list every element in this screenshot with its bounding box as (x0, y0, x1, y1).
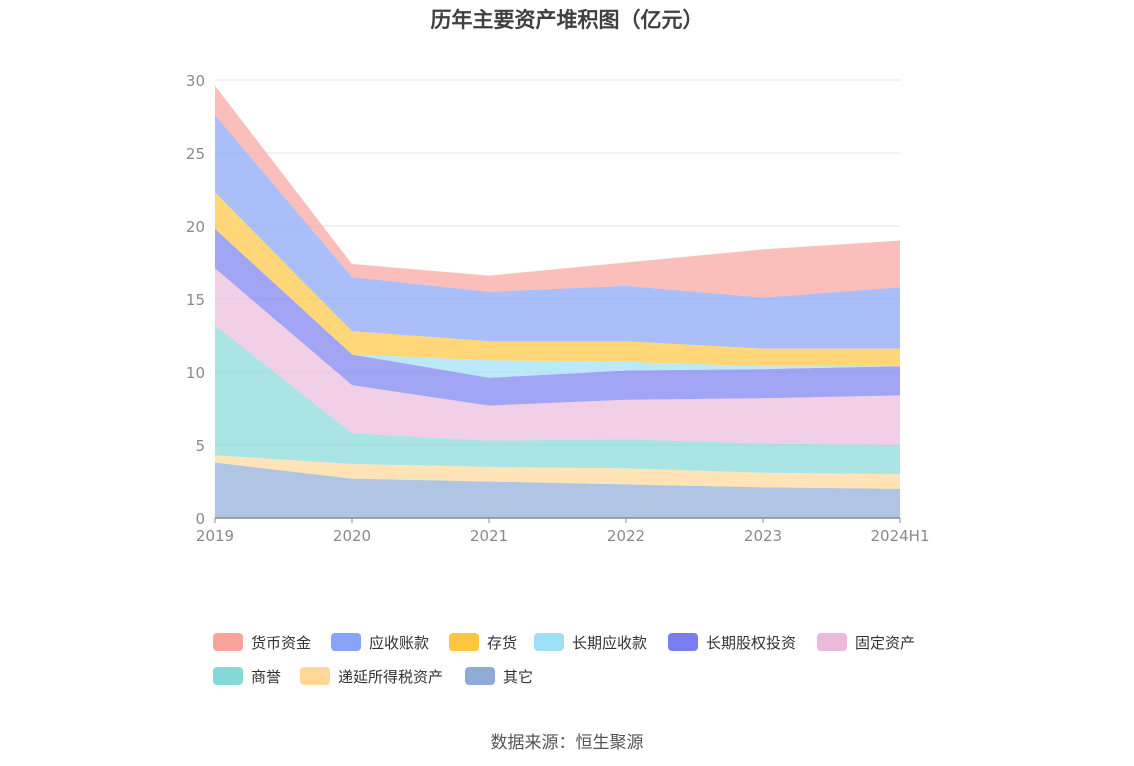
x-tick-label: 2019 (196, 527, 234, 545)
series-area-固定资产 (215, 268, 900, 445)
legend-swatch (817, 633, 847, 651)
legend-swatch (213, 633, 243, 651)
legend-item-递延所得税资产[interactable]: 递延所得税资产 (300, 664, 443, 688)
series-area-货币资金 (215, 85, 900, 298)
legend-swatch (300, 667, 330, 685)
legend-item-固定资产[interactable]: 固定资产 (817, 630, 915, 654)
legend-swatch (534, 633, 564, 651)
chart-title: 历年主要资产堆积图（亿元） (430, 8, 704, 32)
x-tick-label: 2024H1 (871, 527, 930, 545)
data-source: 数据来源：恒生聚源 (490, 733, 644, 753)
x-tick-label: 2020 (333, 527, 371, 545)
series-area-其它 (215, 462, 900, 518)
legend-label: 固定资产 (855, 633, 916, 652)
series-area-商誉 (215, 325, 900, 475)
legend-item-长期股权投资[interactable]: 长期股权投资 (668, 630, 796, 654)
legend-item-商誉[interactable]: 商誉 (213, 664, 281, 688)
y-tick-label: 20 (186, 218, 205, 236)
legend-item-长期应收款[interactable]: 长期应收款 (534, 630, 647, 654)
legend-item-其它[interactable]: 其它 (465, 664, 533, 688)
legend-label: 长期应收款 (572, 633, 648, 652)
legend-item-存货[interactable]: 存货 (449, 630, 517, 654)
legend-label: 存货 (487, 633, 518, 652)
series-area-存货 (215, 192, 900, 367)
legend-swatch (331, 633, 361, 651)
stacked-area-chart: 0 5 10 15 20 25 30 2019 2020 2021 2022 2023 2024H1 (186, 72, 930, 545)
legend-label: 商誉 (251, 667, 282, 686)
legend-label: 货币资金 (251, 633, 312, 652)
legend-swatch (465, 667, 495, 685)
legend-swatch (668, 633, 698, 651)
y-tick-label: 25 (186, 145, 205, 163)
legend-swatch (449, 633, 479, 651)
series-area-递延所得税资产 (215, 455, 900, 489)
legend-label: 长期股权投资 (706, 633, 797, 652)
x-tick-label: 2021 (470, 527, 508, 545)
y-tick-label: 0 (195, 510, 205, 528)
x-tick-label: 2023 (744, 527, 782, 545)
series-area-长期股权投资 (215, 228, 900, 406)
y-tick-label: 10 (186, 364, 205, 382)
legend-label: 其它 (503, 667, 534, 686)
y-tick-label: 30 (186, 72, 205, 90)
legend-label: 应收账款 (369, 633, 430, 652)
legend-item-应收账款[interactable]: 应收账款 (331, 630, 429, 654)
y-tick-label: 5 (195, 437, 205, 455)
legend-item-货币资金[interactable]: 货币资金 (213, 630, 311, 654)
x-tick-label: 2022 (607, 527, 645, 545)
series-area-应收账款 (215, 115, 900, 349)
legend-label: 递延所得税资产 (338, 667, 444, 686)
y-tick-label: 15 (186, 291, 205, 309)
legend-swatch (213, 667, 243, 685)
